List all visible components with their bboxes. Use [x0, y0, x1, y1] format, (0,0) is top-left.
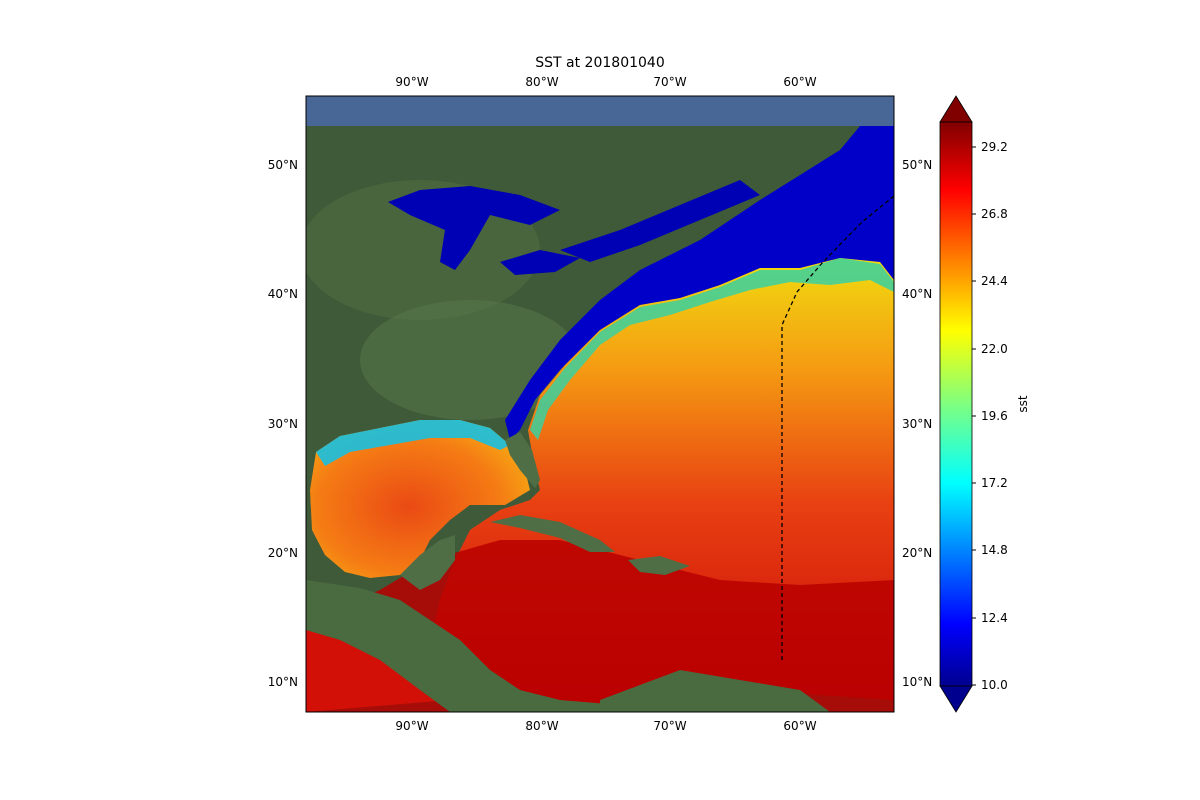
colorbar-label: sst [1016, 395, 1030, 413]
gulf-of-mexico-sst-field [310, 420, 530, 578]
bottom-lon-axis: 90°W 80°W 70°W 60°W [395, 719, 816, 733]
lat-tick-label: 10°N [268, 675, 298, 689]
lat-tick-label: 10°N [902, 675, 932, 689]
lat-tick-label: 20°N [268, 546, 298, 560]
lon-tick-label: 60°W [783, 719, 816, 733]
lon-tick-label: 80°W [525, 75, 558, 89]
florida-peninsula [505, 432, 540, 488]
lat-tick-label: 20°N [902, 546, 932, 560]
great-lakes [500, 250, 580, 275]
colorbar-ticks [972, 146, 976, 686]
yucatan-land [400, 535, 455, 590]
cold-water-north [505, 126, 894, 440]
colorbar-extend-max [939, 95, 973, 123]
lat-tick-label: 50°N [902, 158, 932, 172]
left-lat-axis: 50°N 40°N 30°N 20°N 10°N [268, 158, 298, 689]
lon-tick-label: 90°W [395, 719, 428, 733]
colorbar-tick-label: 17.2 [981, 476, 1008, 490]
lon-tick-label: 70°W [653, 719, 686, 733]
saint-lawrence [560, 180, 760, 262]
colorbar: 29.2 26.8 24.4 22.0 19.6 17.2 14.8 12.4 … [939, 95, 1030, 713]
colorbar-extend-min [939, 685, 973, 713]
central-america-land [306, 580, 720, 712]
coastal-thermal-front [530, 258, 894, 440]
colorbar-tick-label: 10.0 [981, 678, 1008, 692]
colorbar-gradient [939, 121, 973, 687]
lon-tick-label: 70°W [653, 75, 686, 89]
lat-tick-label: 40°N [902, 287, 932, 301]
figure-title: SST at 201801040 [535, 55, 664, 71]
top-lon-axis: 90°W 80°W 70°W 60°W [395, 75, 816, 89]
right-lat-axis: 50°N 40°N 30°N 20°N 10°N [902, 158, 932, 689]
colorbar-tick-label: 12.4 [981, 611, 1008, 625]
lon-tick-label: 80°W [525, 719, 558, 733]
sst-map [306, 96, 894, 712]
great-lakes [388, 186, 560, 270]
cuba [490, 515, 615, 552]
lat-tick-label: 40°N [268, 287, 298, 301]
lat-tick-label: 30°N [902, 417, 932, 431]
map-frame [305, 95, 895, 713]
lat-tick-label: 50°N [268, 158, 298, 172]
lon-tick-label: 90°W [395, 75, 428, 89]
south-america-land [600, 670, 830, 712]
colorbar-tick-label: 14.8 [981, 543, 1008, 557]
colorbar-tick-label: 22.0 [981, 342, 1008, 356]
upper-atmosphere-band [306, 96, 894, 126]
lon-tick-label: 60°W [783, 75, 816, 89]
colorbar-tick-label: 24.4 [981, 274, 1008, 288]
colorbar-tick-label: 29.2 [981, 140, 1008, 154]
gulf-cold-front [316, 420, 510, 466]
hispaniola [628, 556, 690, 575]
colorbar-tick-label: 19.6 [981, 409, 1008, 423]
colorbar-tick-label: 26.8 [981, 207, 1008, 221]
lat-tick-label: 30°N [268, 417, 298, 431]
